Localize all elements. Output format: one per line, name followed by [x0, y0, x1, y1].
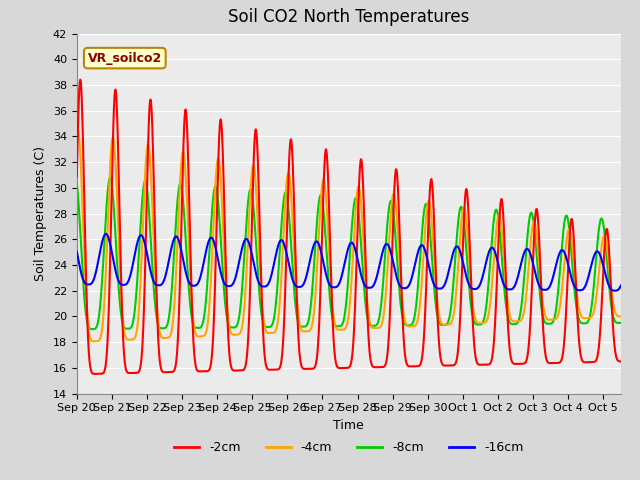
-2cm: [381, 363, 388, 369]
-16cm: [102, 231, 109, 237]
-16cm: [381, 243, 388, 249]
-16cm: [308, 248, 316, 253]
Legend: -2cm, -4cm, -8cm, -16cm: -2cm, -4cm, -8cm, -16cm: [170, 436, 528, 459]
Line: -8cm: -8cm: [77, 178, 621, 329]
-8cm: [612, 320, 620, 325]
-4cm: [321, 179, 328, 184]
-16cm: [335, 281, 343, 287]
-2cm: [308, 366, 316, 372]
-4cm: [73, 132, 81, 138]
-4cm: [617, 313, 625, 319]
-8cm: [88, 326, 96, 332]
-4cm: [74, 127, 82, 133]
-8cm: [106, 175, 114, 180]
Title: Soil CO2 North Temperatures: Soil CO2 North Temperatures: [228, 9, 470, 26]
-4cm: [90, 338, 98, 344]
-16cm: [612, 288, 620, 293]
-2cm: [321, 165, 328, 171]
-8cm: [381, 255, 388, 261]
-16cm: [611, 288, 619, 294]
-16cm: [502, 286, 510, 291]
-8cm: [617, 320, 625, 326]
-8cm: [308, 286, 316, 292]
-8cm: [502, 304, 510, 310]
-2cm: [612, 355, 620, 361]
Line: -16cm: -16cm: [77, 234, 621, 291]
Line: -4cm: -4cm: [77, 130, 621, 341]
-2cm: [76, 77, 84, 83]
-16cm: [73, 249, 81, 254]
-4cm: [502, 285, 510, 291]
-2cm: [617, 359, 625, 364]
-8cm: [321, 217, 328, 223]
Y-axis label: Soil Temperatures (C): Soil Temperatures (C): [35, 146, 47, 281]
-4cm: [335, 327, 343, 333]
X-axis label: Time: Time: [333, 419, 364, 432]
Line: -2cm: -2cm: [77, 80, 621, 374]
-16cm: [617, 283, 625, 288]
-4cm: [381, 302, 388, 308]
-2cm: [335, 365, 343, 371]
-16cm: [320, 263, 328, 269]
-2cm: [502, 285, 510, 290]
-4cm: [308, 321, 316, 327]
-8cm: [335, 324, 343, 329]
-8cm: [73, 180, 81, 185]
-4cm: [612, 312, 620, 318]
Text: VR_soilco2: VR_soilco2: [88, 51, 162, 65]
-2cm: [91, 371, 99, 377]
-2cm: [73, 173, 81, 179]
